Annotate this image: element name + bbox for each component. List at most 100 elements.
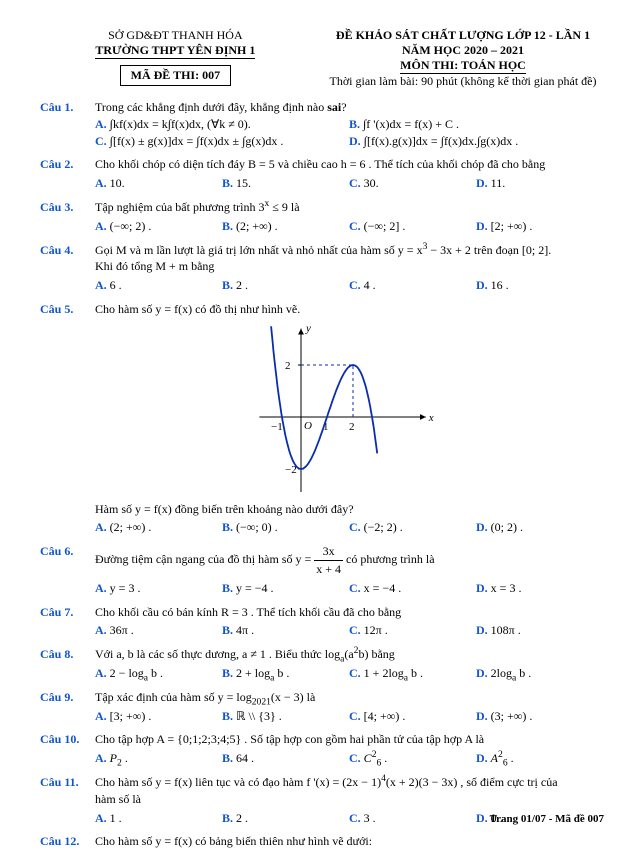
question-8: Câu 8. Với a, b là các số thực dương, a … xyxy=(40,646,604,682)
q10-a-pre: P xyxy=(110,751,117,765)
q11-c: 3 . xyxy=(364,811,376,825)
q1-c: ∫[f(x) ± g(x)]dx = ∫f(x)dx ± ∫g(x)dx . xyxy=(110,134,284,148)
question-1: Câu 1. Trong các khẳng định dưới đây, kh… xyxy=(40,99,604,149)
q9-stem-a: Tập xác định của hàm số y = log xyxy=(95,690,252,704)
question-4: Câu 4. Gọi M và m lần lượt là giá trị lớ… xyxy=(40,242,604,294)
q6-c: x = −4 . xyxy=(364,581,402,595)
question-3: Câu 3. Tập nghiệm của bất phương trình 3… xyxy=(40,199,604,235)
q4-d: 16 . xyxy=(491,278,509,292)
svg-text:O: O xyxy=(304,420,312,432)
svg-text:−1: −1 xyxy=(271,421,283,433)
q8-stem-a: Với a, b là các số thực dương, a ≠ 1 . B… xyxy=(95,647,340,661)
q4-label: Câu 4. xyxy=(40,242,92,259)
q9-b: ℝ \\ {3} . xyxy=(236,709,282,723)
q3-stem-a: Tập nghiệm của bất phương trình 3 xyxy=(95,200,264,214)
subject: MÔN THI: TOÁN HỌC xyxy=(322,58,604,74)
q9-d: (3; +∞) . xyxy=(491,709,533,723)
q4-b: 2 . xyxy=(236,278,248,292)
q4-c: 4 . xyxy=(364,278,376,292)
q6-den: x + 4 xyxy=(314,561,343,578)
q8-c-pre: 1 + 2log xyxy=(364,666,404,680)
q1-d: ∫[f(x).g(x)]dx = ∫f(x)dx.∫g(x)dx . xyxy=(364,134,519,148)
q6-d: x = 3 . xyxy=(491,581,522,595)
q8-label: Câu 8. xyxy=(40,646,92,663)
q6-stem-b: có phương trình là xyxy=(346,552,435,566)
q3-a: (−∞; 2) . xyxy=(110,219,152,233)
q2-b: 15. xyxy=(236,176,251,190)
function-graph: xyO−1122−2 xyxy=(259,322,439,492)
q10-d-pre: A xyxy=(491,751,498,765)
q10-b: 64 . xyxy=(236,751,254,765)
q11-b: 2 . xyxy=(236,811,248,825)
q10-label: Câu 10. xyxy=(40,731,92,748)
q6-a: y = 3 . xyxy=(110,581,141,595)
q2-stem: Cho khối chóp có diện tích đáy B = 5 và … xyxy=(95,157,545,171)
q9-label: Câu 9. xyxy=(40,689,92,706)
q2-c: 30. xyxy=(364,176,379,190)
q11-label: Câu 11. xyxy=(40,774,92,791)
q5-d: (0; 2) . xyxy=(491,520,523,534)
q7-a: 36π . xyxy=(110,623,134,637)
q9-c: [4; +∞) . xyxy=(364,709,406,723)
q11-line2: hàm số là xyxy=(95,792,141,806)
question-12: Câu 12. Cho hàm số y = f(x) có bảng biến… xyxy=(40,833,604,850)
q7-label: Câu 7. xyxy=(40,604,92,621)
q1-stem: Trong các khẳng định dưới đây, khẳng địn… xyxy=(95,100,327,114)
q9-stem-b: (x − 3) là xyxy=(271,690,315,704)
q11-stem-b: (x + 2)(3 − 3x) , số điểm cực trị của xyxy=(386,775,558,789)
question-5: Câu 5. Cho hàm số y = f(x) có đồ thị như… xyxy=(40,301,604,536)
question-6: Câu 6. Đường tiệm cận ngang của đồ thị h… xyxy=(40,543,604,596)
question-2: Câu 2. Cho khối chóp có diện tích đáy B … xyxy=(40,156,604,192)
q7-d: 108π . xyxy=(491,623,521,637)
q8-b-pre: 2 + log xyxy=(236,666,270,680)
q2-d: 11. xyxy=(491,176,506,190)
q5-label: Câu 5. xyxy=(40,301,92,318)
q7-c: 12π . xyxy=(364,623,388,637)
svg-text:2: 2 xyxy=(285,360,291,372)
question-10: Câu 10. Cho tập hợp A = {0;1;2;3;4;5} . … xyxy=(40,731,604,767)
q10-stem: Cho tập hợp A = {0;1;2;3;4;5} . Số tập h… xyxy=(95,732,484,746)
q4-stem-b: − 3x + 2 trên đoạn [0; 2]. xyxy=(427,243,551,257)
title-line-1: ĐỀ KHẢO SÁT CHẤT LƯỢNG LỚP 12 - LẦN 1 xyxy=(322,28,604,43)
q8-stem-c: b) bằng xyxy=(358,647,394,661)
svg-text:y: y xyxy=(305,322,311,334)
sogd: SỞ GD&ĐT THANH HÓA xyxy=(40,28,311,43)
q8-a-pre: 2 − log xyxy=(110,666,144,680)
q1-label: Câu 1. xyxy=(40,99,92,116)
q9-sub: 2021 xyxy=(252,696,271,707)
school: TRƯỜNG THPT YÊN ĐỊNH 1 xyxy=(40,43,311,59)
q5-c: (−2; 2) . xyxy=(364,520,403,534)
q3-label: Câu 3. xyxy=(40,199,92,216)
q6-b: y = −4 . xyxy=(236,581,274,595)
svg-text:x: x xyxy=(428,412,434,424)
question-7: Câu 7. Cho khối cầu có bán kính R = 3 . … xyxy=(40,604,604,640)
q5-after: Hàm số y = f(x) đồng biến trên khoảng nà… xyxy=(95,502,354,516)
q11-a: 1 . xyxy=(110,811,122,825)
q7-stem: Cho khối cầu có bán kính R = 3 . Thể tíc… xyxy=(95,605,401,619)
q1-b: ∫f '(x)dx = f(x) + C . xyxy=(363,117,459,131)
q12-stem: Cho hàm số y = f(x) có bảng biến thiên n… xyxy=(95,834,372,848)
q5-a: (2; +∞) . xyxy=(110,520,152,534)
svg-text:2: 2 xyxy=(349,421,355,433)
q11-stem-a: Cho hàm số y = f(x) liên tục và có đạo h… xyxy=(95,775,381,789)
q2-a: 10. xyxy=(110,176,125,190)
exam-code: MÃ ĐỀ THI: 007 xyxy=(120,65,231,86)
q4-stem-a: Gọi M và m lần lượt là giá trị lớn nhất … xyxy=(95,243,423,257)
q12-label: Câu 12. xyxy=(40,833,92,850)
q8-d-pre: 2log xyxy=(491,666,512,680)
q7-b: 4π . xyxy=(236,623,254,637)
q5-b: (−∞; 0) . xyxy=(236,520,278,534)
question-9: Câu 9. Tập xác định của hàm số y = log20… xyxy=(40,689,604,725)
q6-num: 3x xyxy=(314,543,343,561)
q1-a: ∫kf(x)dx = k∫f(x)dx, (∀k ≠ 0). xyxy=(110,117,251,131)
q9-a: [3; +∞) . xyxy=(110,709,152,723)
q3-d: [2; +∞) . xyxy=(491,219,533,233)
page-footer: Trang 01/07 - Mã đề 007 xyxy=(490,813,604,825)
q4-a: 6 . xyxy=(110,278,122,292)
q1-sai: sai xyxy=(327,100,341,114)
q1-qmark: ? xyxy=(341,100,346,114)
title-line-2: NĂM HỌC 2020 – 2021 xyxy=(322,43,604,58)
q4-line2: Khi đó tổng M + m bằng xyxy=(95,259,214,273)
q6-label: Câu 6. xyxy=(40,543,92,560)
q5-stem: Cho hàm số y = f(x) có đồ thị như hình v… xyxy=(95,302,300,316)
